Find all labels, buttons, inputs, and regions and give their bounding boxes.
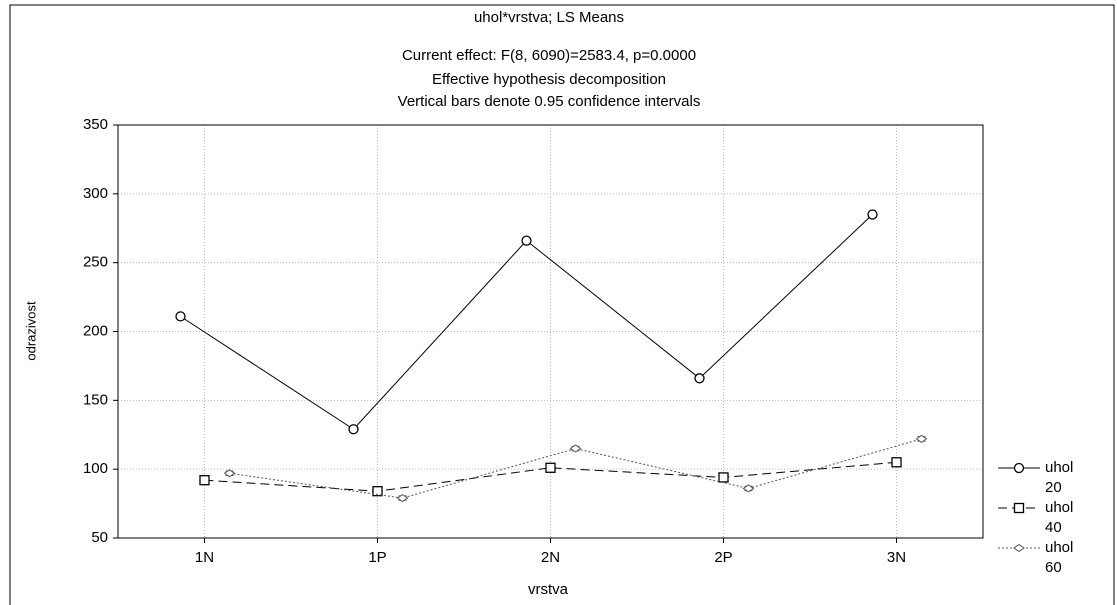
y-tick-label: 300 <box>83 185 108 202</box>
marker <box>867 209 878 220</box>
y-tick-label: 200 <box>83 322 108 339</box>
marker <box>1013 462 1025 474</box>
marker <box>223 469 236 478</box>
marker <box>742 484 755 493</box>
plot-area <box>117 124 984 539</box>
marker <box>694 373 705 384</box>
series-line <box>229 438 922 499</box>
marker <box>718 472 729 483</box>
x-tick-label: 2N <box>541 549 560 566</box>
subtitle: Vertical bars denote 0.95 confidence int… <box>398 93 701 110</box>
chart-title: uhol*vrstva; LS Means <box>474 9 624 26</box>
x-tick-label: 3N <box>887 549 906 566</box>
y-tick-label: 250 <box>83 254 108 271</box>
x-tick-label: 2P <box>714 549 732 566</box>
legend-label: uhol 20 <box>1045 459 1074 496</box>
marker <box>372 486 383 497</box>
marker <box>915 434 928 443</box>
series-line <box>180 214 873 430</box>
y-tick-label: 100 <box>83 460 108 477</box>
subtitle: Effective hypothesis decomposition <box>432 71 666 88</box>
marker <box>396 493 409 503</box>
frame <box>9 4 1115 605</box>
marker <box>569 444 582 453</box>
legend-label: uhol 40 <box>1045 499 1074 536</box>
marker <box>1013 502 1025 514</box>
marker <box>545 462 556 473</box>
marker <box>1013 543 1025 553</box>
marker <box>175 311 186 322</box>
marker <box>521 235 532 246</box>
x-tick-label: 1N <box>195 549 214 566</box>
marker <box>199 475 210 486</box>
y-tick-label: 50 <box>91 529 108 546</box>
marker <box>348 424 359 435</box>
series-line <box>204 461 897 492</box>
y-tick-label: 150 <box>83 391 108 408</box>
legend-label: uhol 60 <box>1045 539 1074 576</box>
x-tick-label: 1P <box>368 549 386 566</box>
marker <box>891 457 902 468</box>
x-axis-label: vrstva <box>528 581 569 598</box>
y-tick-label: 350 <box>83 116 108 133</box>
y-axis-label: odrazivost <box>23 301 38 361</box>
subtitle: Current effect: F(8, 6090)=2583.4, p=0.0… <box>402 47 696 64</box>
